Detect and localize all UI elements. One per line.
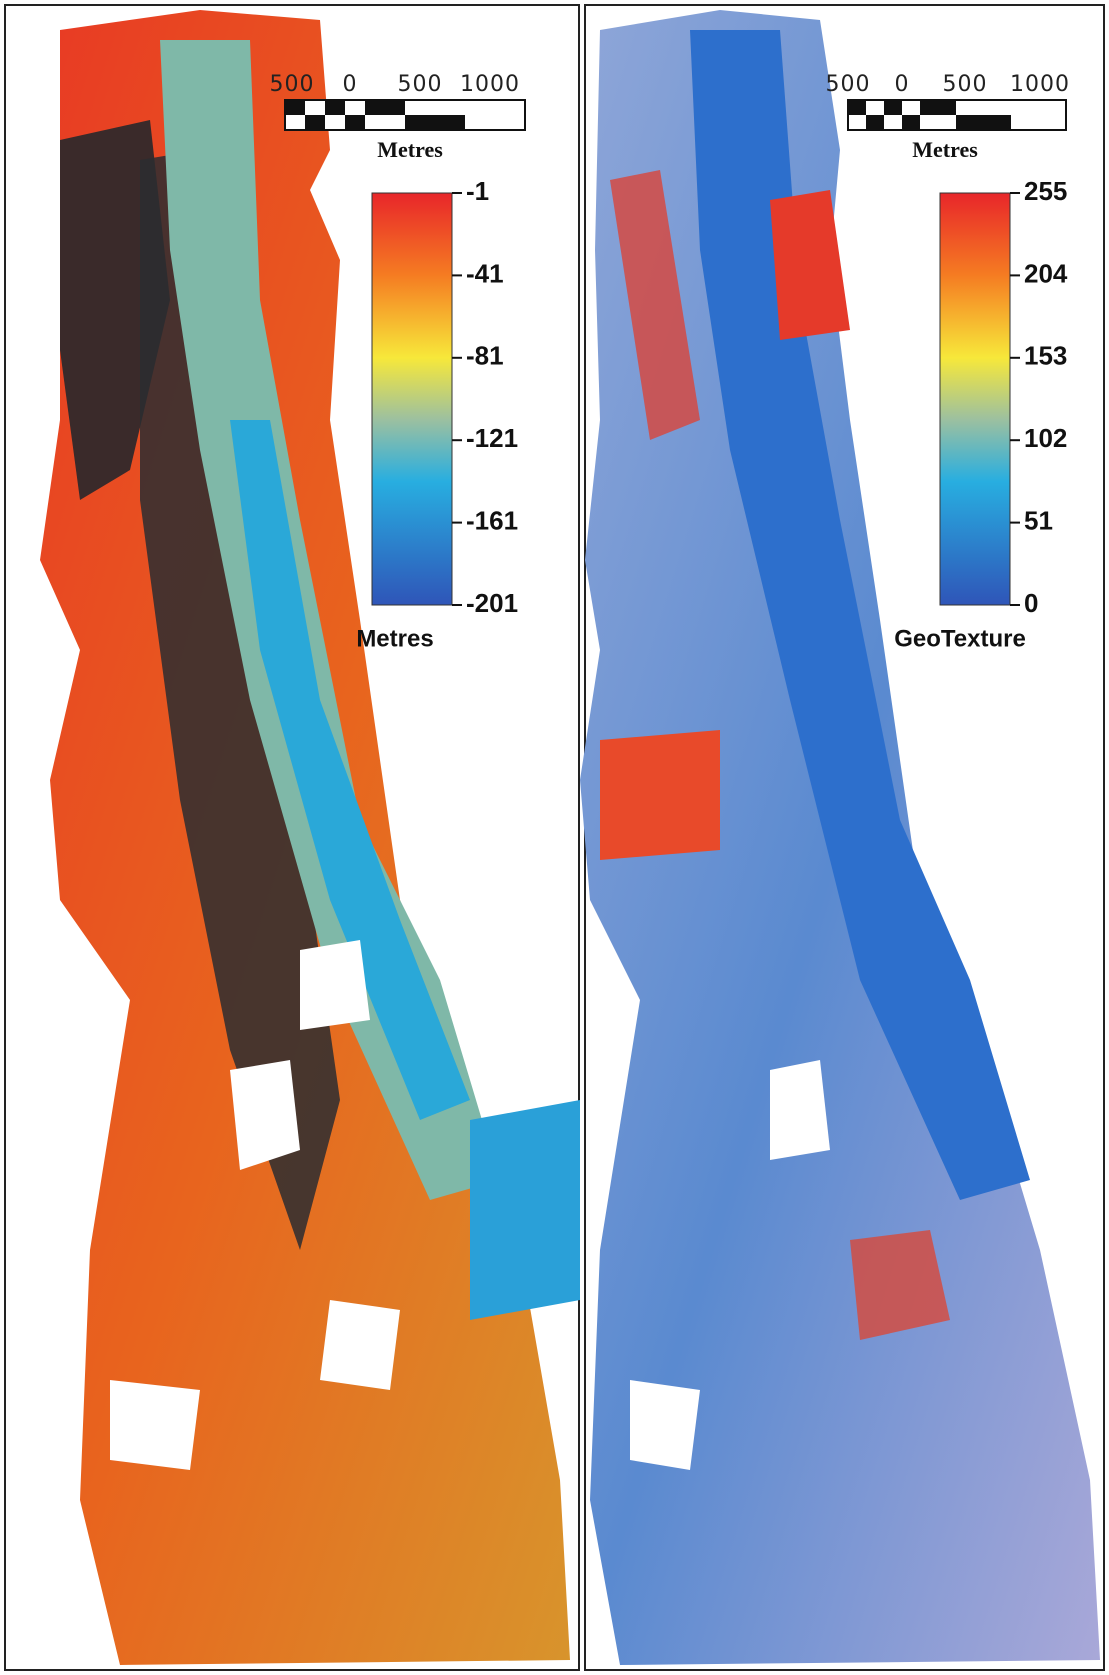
colorbar-tick-label: -121 bbox=[466, 423, 518, 453]
colorbar-label: Metres bbox=[356, 625, 433, 652]
colorbar-tick-label: 204 bbox=[1024, 258, 1068, 288]
colorbar-tick-label: 51 bbox=[1024, 505, 1053, 535]
scale-label: 500 bbox=[943, 72, 988, 97]
colorbar-tick-label: -81 bbox=[466, 341, 504, 371]
scale-label: 1000 bbox=[460, 72, 520, 97]
colorbar-tick-label: -161 bbox=[466, 505, 518, 535]
scale-label: 0 bbox=[895, 72, 910, 97]
colorbar-tick-label: 0 bbox=[1024, 588, 1038, 618]
figure: 500 0 500 1000 Metres -1 -41 -81 -121 -161 -201 Met… bbox=[0, 0, 1109, 1675]
geotexture-map bbox=[580, 10, 1100, 1665]
scale-unit: Metres bbox=[377, 137, 443, 162]
scale-label: 1000 bbox=[1010, 72, 1070, 97]
colorbar-tick-label: -41 bbox=[466, 258, 504, 288]
scale-label: 500 bbox=[270, 72, 315, 97]
scale-unit: Metres bbox=[912, 137, 978, 162]
scale-label: 500 bbox=[398, 72, 443, 97]
colorbar-tick-label: 255 bbox=[1024, 176, 1067, 206]
colorbar-tick-label: 102 bbox=[1024, 423, 1067, 453]
map-figure: 500 0 500 1000 Metres -1 -41 -81 -121 -161 -201 Met… bbox=[0, 0, 1109, 1675]
colorbar-tick-label: 153 bbox=[1024, 341, 1067, 371]
colorbar-tick-label: -201 bbox=[466, 588, 518, 618]
colorbar-label: GeoTexture bbox=[894, 625, 1026, 652]
scale-bar bbox=[848, 100, 1066, 130]
colorbar-tick-label: -1 bbox=[466, 176, 489, 206]
scale-label: 500 bbox=[826, 72, 871, 97]
scale-bar bbox=[285, 100, 525, 130]
colorbar bbox=[372, 193, 452, 605]
scale-label: 0 bbox=[343, 72, 358, 97]
colorbar bbox=[940, 193, 1010, 605]
